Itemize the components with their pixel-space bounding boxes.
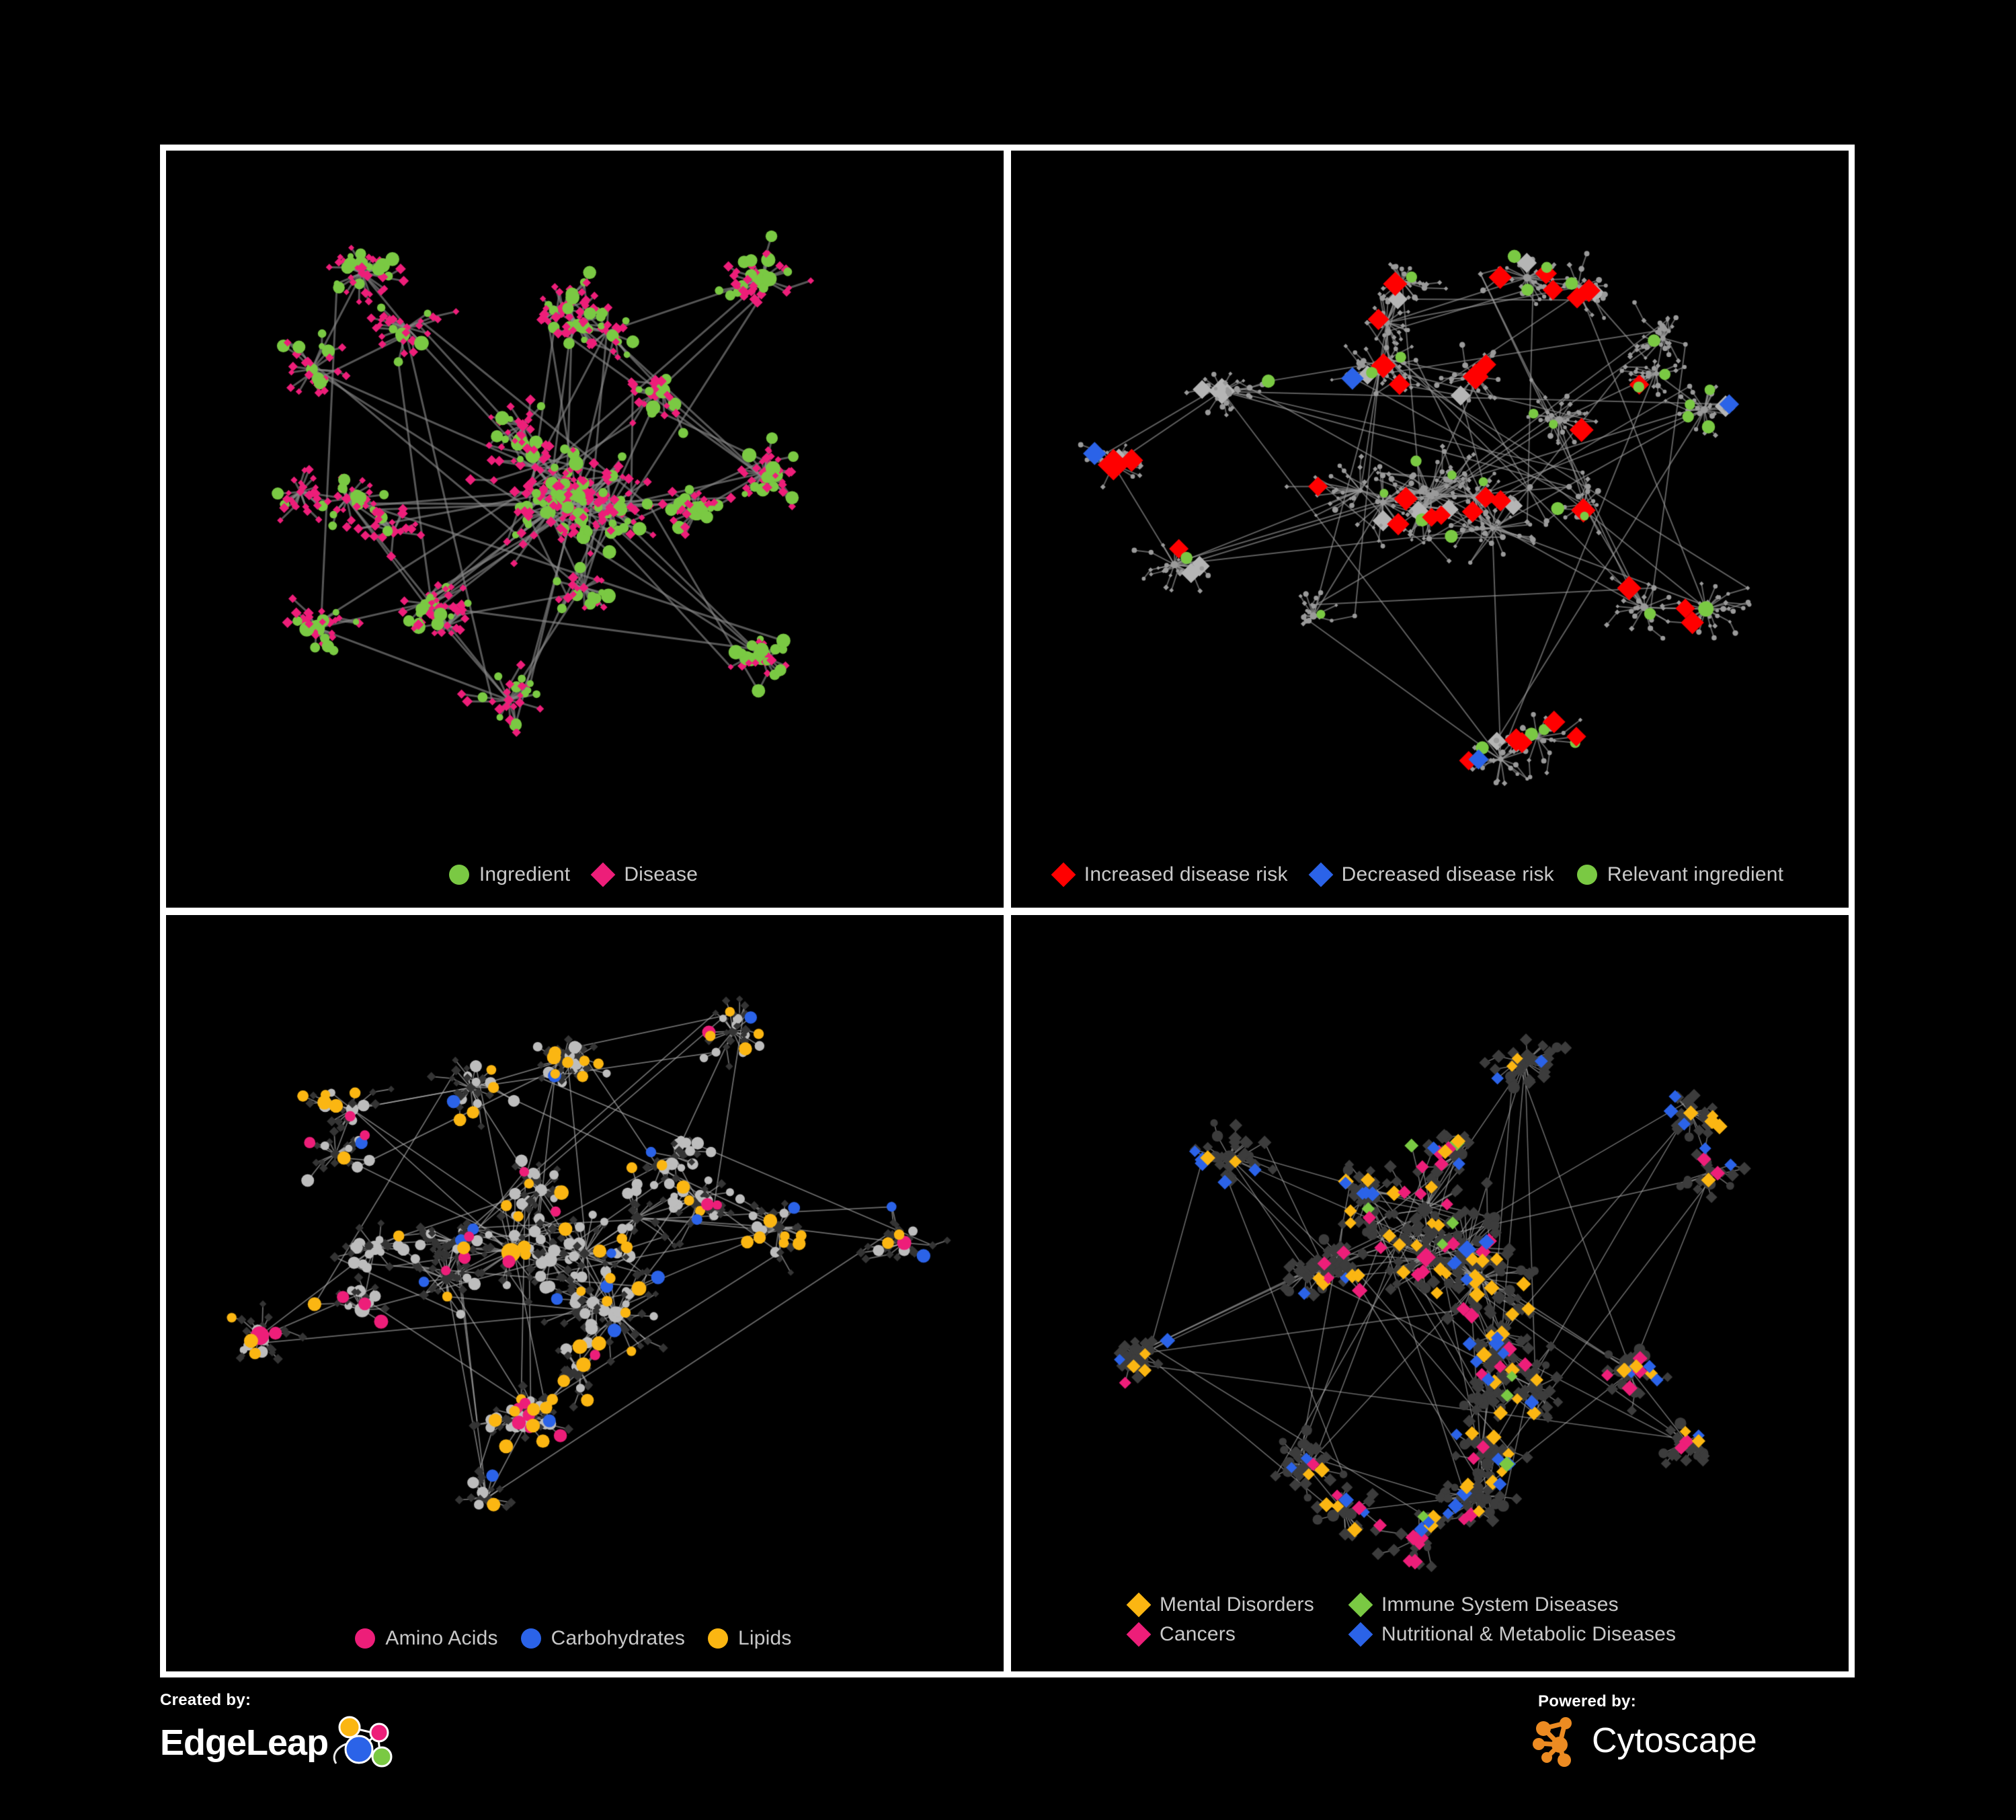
cancers-diamond-icon (1126, 1622, 1152, 1647)
legend-label: Ingredient (479, 863, 571, 885)
panel-disease-risk[interactable]: Increased disease risk Decreased disease… (1011, 151, 1849, 908)
created-by-edgeleap[interactable]: Created by: EdgeLeap (160, 1691, 402, 1773)
legend-label: Carbohydrates (551, 1627, 686, 1649)
legend-label: Disease (624, 863, 698, 885)
network-canvas-ingredient-classes[interactable] (166, 914, 1004, 1671)
panel-disease-classes[interactable]: Mental Disorders Immune System Diseases … (1011, 914, 1849, 1671)
legend-item[interactable]: Ingredient (448, 863, 571, 885)
network-canvas-ingredient-disease[interactable] (166, 151, 1004, 908)
legend-disease-classes: Mental Disorders Immune System Diseases … (1011, 1592, 1720, 1654)
legend-label: Cancers (1160, 1623, 1236, 1645)
edgeleap-logo-icon (333, 1716, 393, 1768)
legend-item[interactable]: Cancers (1126, 1622, 1350, 1647)
legend-label: Increased disease risk (1084, 863, 1288, 885)
panel-ingredient-classes[interactable]: Amino Acids Carbohydrates Lipids (166, 914, 1004, 1671)
legend-item[interactable]: Mental Disorders (1126, 1592, 1350, 1618)
increased-risk-diamond-icon (1051, 862, 1076, 887)
legend-label: Mental Disorders (1160, 1593, 1314, 1616)
cytoscape-logo-icon (1533, 1717, 1572, 1767)
legend-label: Relevant ingredient (1607, 863, 1784, 885)
decreased-risk-diamond-icon (1308, 862, 1334, 887)
powered-by-cytoscape[interactable]: Powered by: (1530, 1692, 1757, 1768)
legend-label: Lipids (738, 1627, 792, 1649)
edgeleap-wordmark: EdgeLeap (160, 1723, 329, 1763)
legend-label: Nutritional & Metabolic Diseases (1381, 1623, 1677, 1645)
legend-item[interactable]: Nutritional & Metabolic Diseases (1348, 1622, 1676, 1647)
figure-frame: Ingredient Disease Increased disease ris… (160, 145, 1855, 1677)
legend-item[interactable]: Amino Acids (355, 1628, 497, 1649)
disease-diamond-icon (590, 862, 616, 887)
carbohydrates-circle-icon (520, 1628, 541, 1649)
legend-item[interactable]: Relevant ingredient (1576, 863, 1784, 885)
network-canvas-disease-risk[interactable] (1011, 151, 1849, 908)
legend-disease-risk: Increased disease risk Decreased disease… (1011, 862, 1849, 887)
legend-item[interactable]: Lipids (708, 1628, 792, 1649)
legend-item[interactable]: Increased disease risk (1051, 862, 1288, 887)
panel-ingredient-disease[interactable]: Ingredient Disease (166, 151, 1004, 908)
lipids-circle-icon (708, 1628, 729, 1649)
footer: Created by: EdgeLeap Powered by: (160, 1684, 1855, 1802)
nutritional-metabolic-diseases-diamond-icon (1348, 1622, 1373, 1647)
cytoscape-wordmark: Cytoscape (1592, 1721, 1757, 1760)
ingredient-circle-icon (448, 864, 469, 885)
network-canvas-disease-classes[interactable] (1011, 914, 1849, 1671)
legend-item[interactable]: Disease (590, 862, 698, 887)
powered-by-kicker: Powered by: (1538, 1692, 1636, 1710)
relevant-ingredient-circle-icon (1576, 864, 1597, 885)
created-by-kicker: Created by: (160, 1691, 251, 1709)
legend-label: Decreased disease risk (1341, 863, 1554, 885)
legend-item[interactable]: Decreased disease risk (1308, 862, 1554, 887)
legend-label: Immune System Diseases (1381, 1593, 1619, 1616)
legend-item[interactable]: Immune System Diseases (1348, 1592, 1619, 1618)
legend-label: Amino Acids (385, 1627, 498, 1649)
legend-ingredient-disease: Ingredient Disease (166, 862, 1004, 887)
legend-ingredient-classes: Amino Acids Carbohydrates Lipids (166, 1628, 1004, 1649)
legend-item[interactable]: Carbohydrates (520, 1627, 686, 1649)
amino-acids-circle-icon (355, 1628, 376, 1649)
mental-disorders-diamond-icon (1126, 1592, 1152, 1618)
immune-system-diseases-diamond-icon (1348, 1592, 1373, 1618)
